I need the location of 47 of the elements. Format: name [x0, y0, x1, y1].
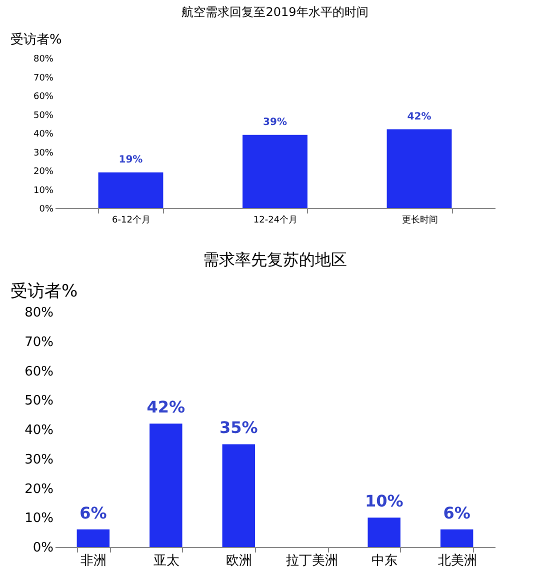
y-tick-label: 20%	[33, 167, 54, 177]
x-tick-label: 拉丁美洲	[286, 552, 338, 568]
y-tick-label: 30%	[33, 148, 54, 158]
y-tick-label: 20%	[24, 482, 54, 497]
y-tick-label: 70%	[24, 334, 54, 350]
data-label: 42%	[146, 398, 186, 417]
y-tick-label: 50%	[24, 394, 54, 409]
y-tick-label: 60%	[24, 364, 54, 380]
y-tick-label: 40%	[24, 423, 54, 438]
y-tick-label: 70%	[33, 73, 54, 84]
y-tick-label: 30%	[24, 452, 54, 468]
bar	[386, 129, 452, 208]
bar	[368, 518, 400, 547]
data-label: 6%	[80, 503, 107, 522]
chart-title: 需求率先复苏的地区	[203, 250, 347, 269]
x-tick-label: 中东	[372, 554, 398, 568]
y-tick-label: 0%	[39, 204, 54, 214]
data-label: 39%	[263, 116, 287, 128]
y-tick-label: 0%	[32, 540, 54, 556]
x-tick-label: 非洲	[80, 554, 107, 568]
x-tick-label: 欧洲	[226, 554, 252, 568]
y-axis-title: 受访者%	[10, 282, 78, 302]
y-tick-label: 50%	[33, 110, 54, 121]
y-tick-label: 60%	[33, 92, 54, 102]
data-label: 35%	[219, 418, 258, 438]
bar	[150, 424, 182, 547]
y-axis-title: 受访者%	[10, 32, 62, 48]
x-tick-label: 12-24个月	[253, 214, 298, 226]
x-tick-label: 更长时间	[402, 214, 438, 226]
x-tick-label: 亚太	[153, 554, 180, 568]
y-tick-label: 10%	[24, 511, 54, 526]
data-label: 10%	[364, 492, 404, 511]
x-tick-label: 6-12个月	[112, 214, 150, 226]
bar	[222, 444, 255, 547]
bar	[76, 529, 110, 547]
chart-title: 航空需求回复至2019年水平的时间	[182, 5, 368, 19]
y-tick-label: 80%	[24, 306, 54, 320]
data-label: 6%	[443, 503, 470, 522]
bar	[242, 134, 308, 208]
bar	[440, 529, 474, 547]
y-tick-label: 80%	[33, 54, 54, 64]
y-tick-label: 40%	[33, 130, 54, 140]
data-label: 42%	[407, 111, 432, 122]
y-tick-label: 10%	[33, 186, 54, 196]
x-tick-label: 北美洲	[438, 552, 477, 568]
bar	[98, 172, 164, 208]
data-label: 19%	[118, 154, 143, 166]
